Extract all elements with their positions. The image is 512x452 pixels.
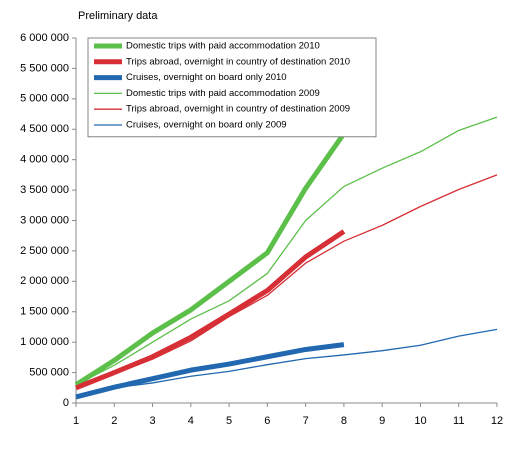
x-tick-label: 7 [303, 415, 309, 427]
x-tick-label: 8 [341, 415, 347, 427]
y-tick-label: 6 000 000 [20, 32, 69, 44]
series-line [75, 116, 498, 386]
x-tick-label: 5 [226, 415, 232, 427]
annotation: Preliminary data [78, 10, 158, 22]
y-tick-label: 2 000 000 [20, 275, 69, 287]
y-tick-label: 5 500 000 [20, 62, 69, 74]
series-line [75, 342, 345, 400]
x-tick-label: 11 [453, 415, 464, 427]
legend-label: Domestic trips with paid accommodation 2… [126, 41, 320, 52]
series-line [75, 229, 346, 391]
legend-label: Trips abroad, overnight in country of de… [126, 104, 350, 115]
y-tick-label: 4 500 000 [20, 123, 69, 135]
x-tick-label: 4 [188, 415, 194, 427]
y-tick-label: 3 000 000 [20, 214, 69, 226]
y-tick-label: 1 500 000 [20, 306, 69, 318]
legend-label: Domestic trips with paid accommodation 2… [126, 88, 320, 99]
series-line [74, 132, 346, 387]
y-tick-label: 1 000 000 [20, 336, 69, 348]
x-tick-label: 9 [379, 415, 385, 427]
y-tick-label: 4 000 000 [20, 154, 69, 166]
x-tick-label: 1 [73, 415, 79, 427]
legend-label: Trips abroad, overnight in country of de… [126, 56, 350, 67]
x-tick-label: 6 [264, 415, 270, 427]
x-tick-label: 12 [491, 415, 503, 427]
y-tick-label: 5 000 000 [20, 93, 69, 105]
y-tick-label: 0 [63, 397, 69, 409]
x-tick-label: 3 [149, 415, 155, 427]
y-tick-label: 2 500 000 [20, 245, 69, 257]
legend-label: Cruises, overnight on board only 2009 [126, 120, 287, 131]
series-line [75, 328, 498, 398]
y-tick-label: 3 500 000 [20, 184, 69, 196]
legend-label: Cruises, overnight on board only 2010 [126, 72, 287, 83]
legend-box [87, 37, 377, 138]
x-tick-label: 2 [111, 415, 117, 427]
y-tick-label: 500 000 [29, 366, 69, 378]
x-tick-label: 10 [414, 415, 426, 427]
series-line [75, 174, 498, 389]
